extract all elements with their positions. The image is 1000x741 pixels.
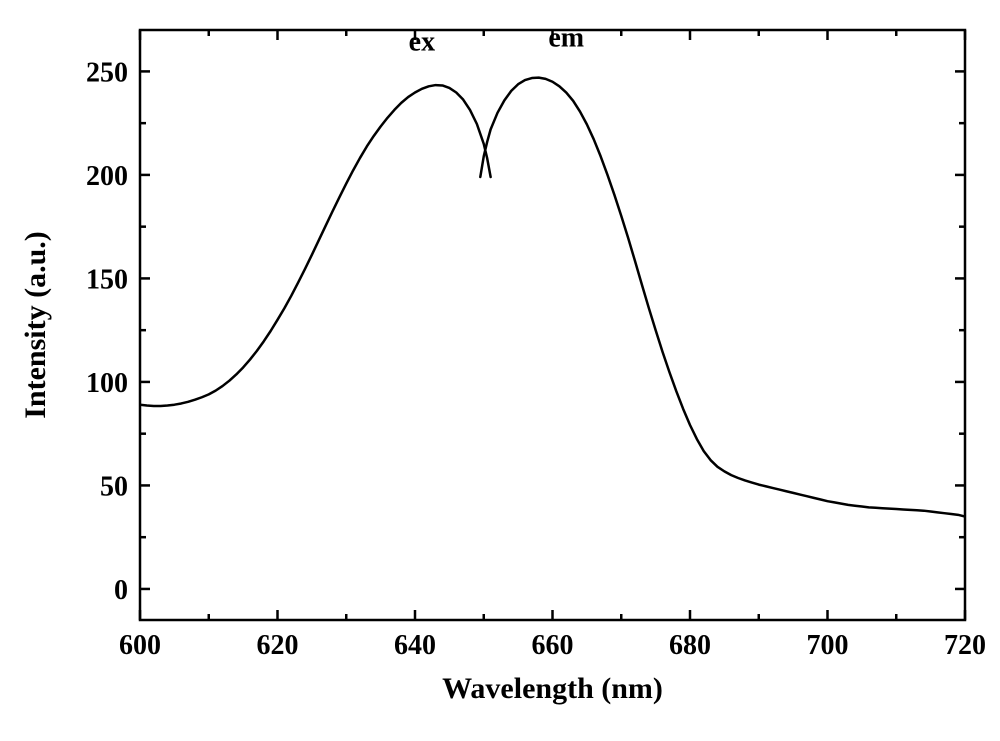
y-tick-label: 250	[86, 57, 128, 88]
y-tick-label: 0	[114, 575, 128, 606]
x-tick-label: 720	[944, 630, 986, 661]
x-tick-label: 700	[807, 630, 849, 661]
y-tick-label: 100	[86, 368, 128, 399]
x-tick-label: 680	[669, 630, 711, 661]
y-tick-label: 200	[86, 161, 128, 192]
y-axis-title: Intensity (a.u.)	[19, 231, 52, 419]
x-tick-label: 660	[532, 630, 574, 661]
series-label-ex: ex	[409, 27, 435, 58]
series-label-em: em	[548, 23, 584, 54]
spectrum-chart: 600 620 640 660 680 700 720 0 50 100 150 200 250 Wave…	[0, 0, 1000, 741]
x-tick-label: 600	[119, 630, 161, 661]
x-axis-title: Wavelength (nm)	[442, 672, 663, 705]
y-tick-label: 50	[100, 471, 128, 502]
y-tick-label: 150	[86, 264, 128, 295]
x-tick-label: 640	[394, 630, 436, 661]
figure-container: 600 620 640 660 680 700 720 0 50 100 150 200 250 Wave…	[0, 0, 1000, 741]
x-tick-label: 620	[257, 630, 299, 661]
